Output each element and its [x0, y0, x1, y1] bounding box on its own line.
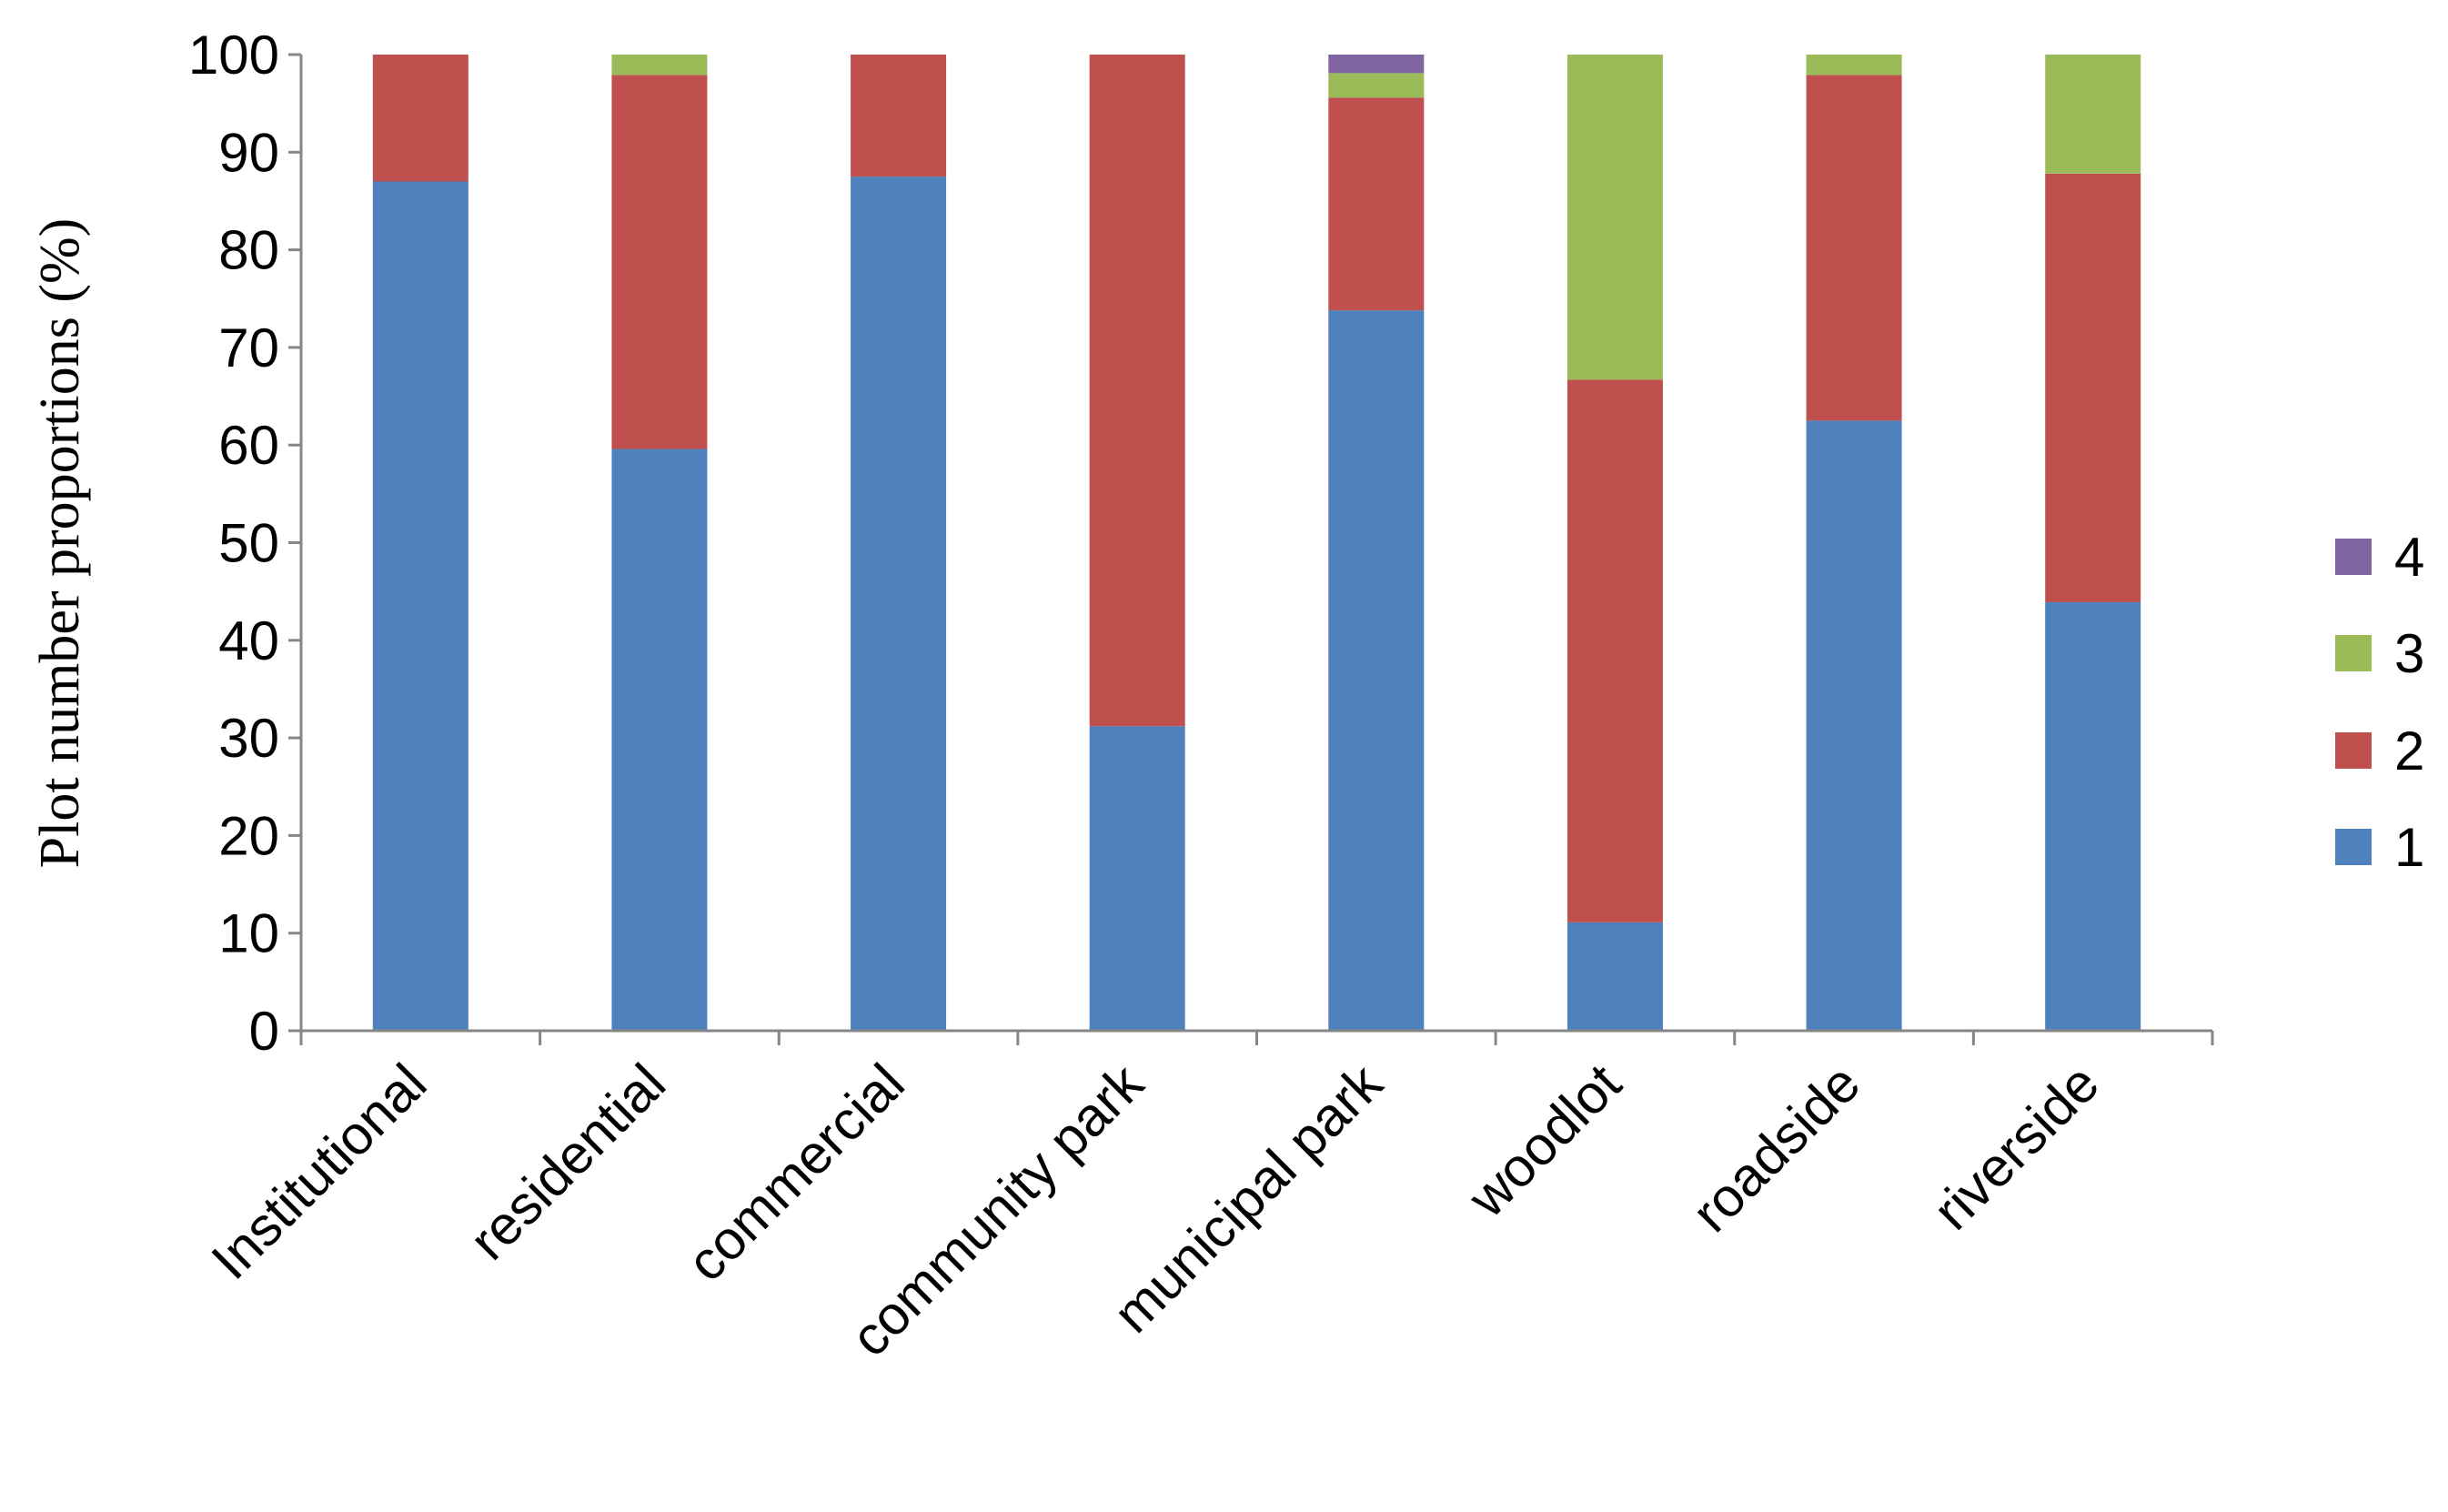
bar-segment-municipal-park-series-1: [1328, 310, 1425, 1032]
x-tick-label: woodlot: [1456, 1053, 1633, 1230]
bar-segment-roadside-series-1: [1806, 420, 1902, 1031]
y-tick-label: 70: [218, 318, 279, 378]
bar-segment-municipal-park-series-2: [1328, 97, 1425, 311]
legend-label-4: 4: [2394, 527, 2424, 588]
y-tick-label: 40: [218, 610, 279, 671]
bar-segment-commercial-series-1: [851, 176, 947, 1031]
legend-swatch-3: [2335, 635, 2372, 671]
bar-segment-woodlot-series-3: [1567, 55, 1663, 380]
bar-segment-roadside-series-3: [1806, 55, 1902, 76]
y-tick-label: 10: [218, 903, 279, 964]
bar-segment-riverside-series-2: [2045, 173, 2141, 602]
x-tick-label: commercial: [675, 1053, 915, 1293]
bar-segment-riverside-series-1: [2045, 601, 2141, 1031]
bar-segment-roadside-series-2: [1806, 75, 1902, 421]
x-tick-label: Institutional: [200, 1053, 438, 1291]
x-tick-label: residential: [458, 1053, 677, 1272]
bar-segment-woodlot-series-1: [1567, 922, 1663, 1031]
y-tick-label: 80: [218, 220, 279, 281]
bar-segment-woodlot-series-2: [1567, 379, 1663, 922]
bar-segment-residential-series-1: [611, 449, 708, 1031]
y-axis-title: Plot number proportions (%): [29, 218, 91, 869]
bar-segment-institutional-series-1: [372, 181, 468, 1032]
bar-segment-community-park-series-1: [1089, 726, 1185, 1031]
legend-swatch-1: [2335, 829, 2372, 865]
legend-label-2: 2: [2394, 721, 2424, 781]
bar-segment-community-park-series-2: [1089, 55, 1185, 727]
y-tick-label: 60: [218, 415, 279, 476]
y-tick-label: 50: [218, 513, 279, 574]
legend-swatch-2: [2335, 732, 2372, 769]
bar-segment-institutional-series-2: [372, 55, 468, 182]
bar-segment-riverside-series-3: [2045, 55, 2141, 174]
x-tick-label: riverside: [1921, 1053, 2111, 1242]
legend-label-1: 1: [2394, 817, 2424, 878]
bar-segment-municipal-park-series-3: [1328, 73, 1425, 98]
bar-segment-residential-series-2: [611, 75, 708, 449]
bar-segment-residential-series-3: [611, 55, 708, 76]
bar-segment-commercial-series-2: [851, 55, 947, 177]
y-tick-label: 0: [249, 1001, 279, 1062]
y-tick-label: 90: [218, 122, 279, 183]
y-tick-label: 100: [188, 25, 279, 86]
x-tick-label: roadside: [1680, 1053, 1871, 1244]
bar-segment-municipal-park-series-4: [1328, 55, 1425, 74]
y-tick-label: 30: [218, 708, 279, 769]
legend-swatch-4: [2335, 539, 2372, 575]
y-tick-label: 20: [218, 805, 279, 866]
legend-label-3: 3: [2394, 623, 2424, 684]
